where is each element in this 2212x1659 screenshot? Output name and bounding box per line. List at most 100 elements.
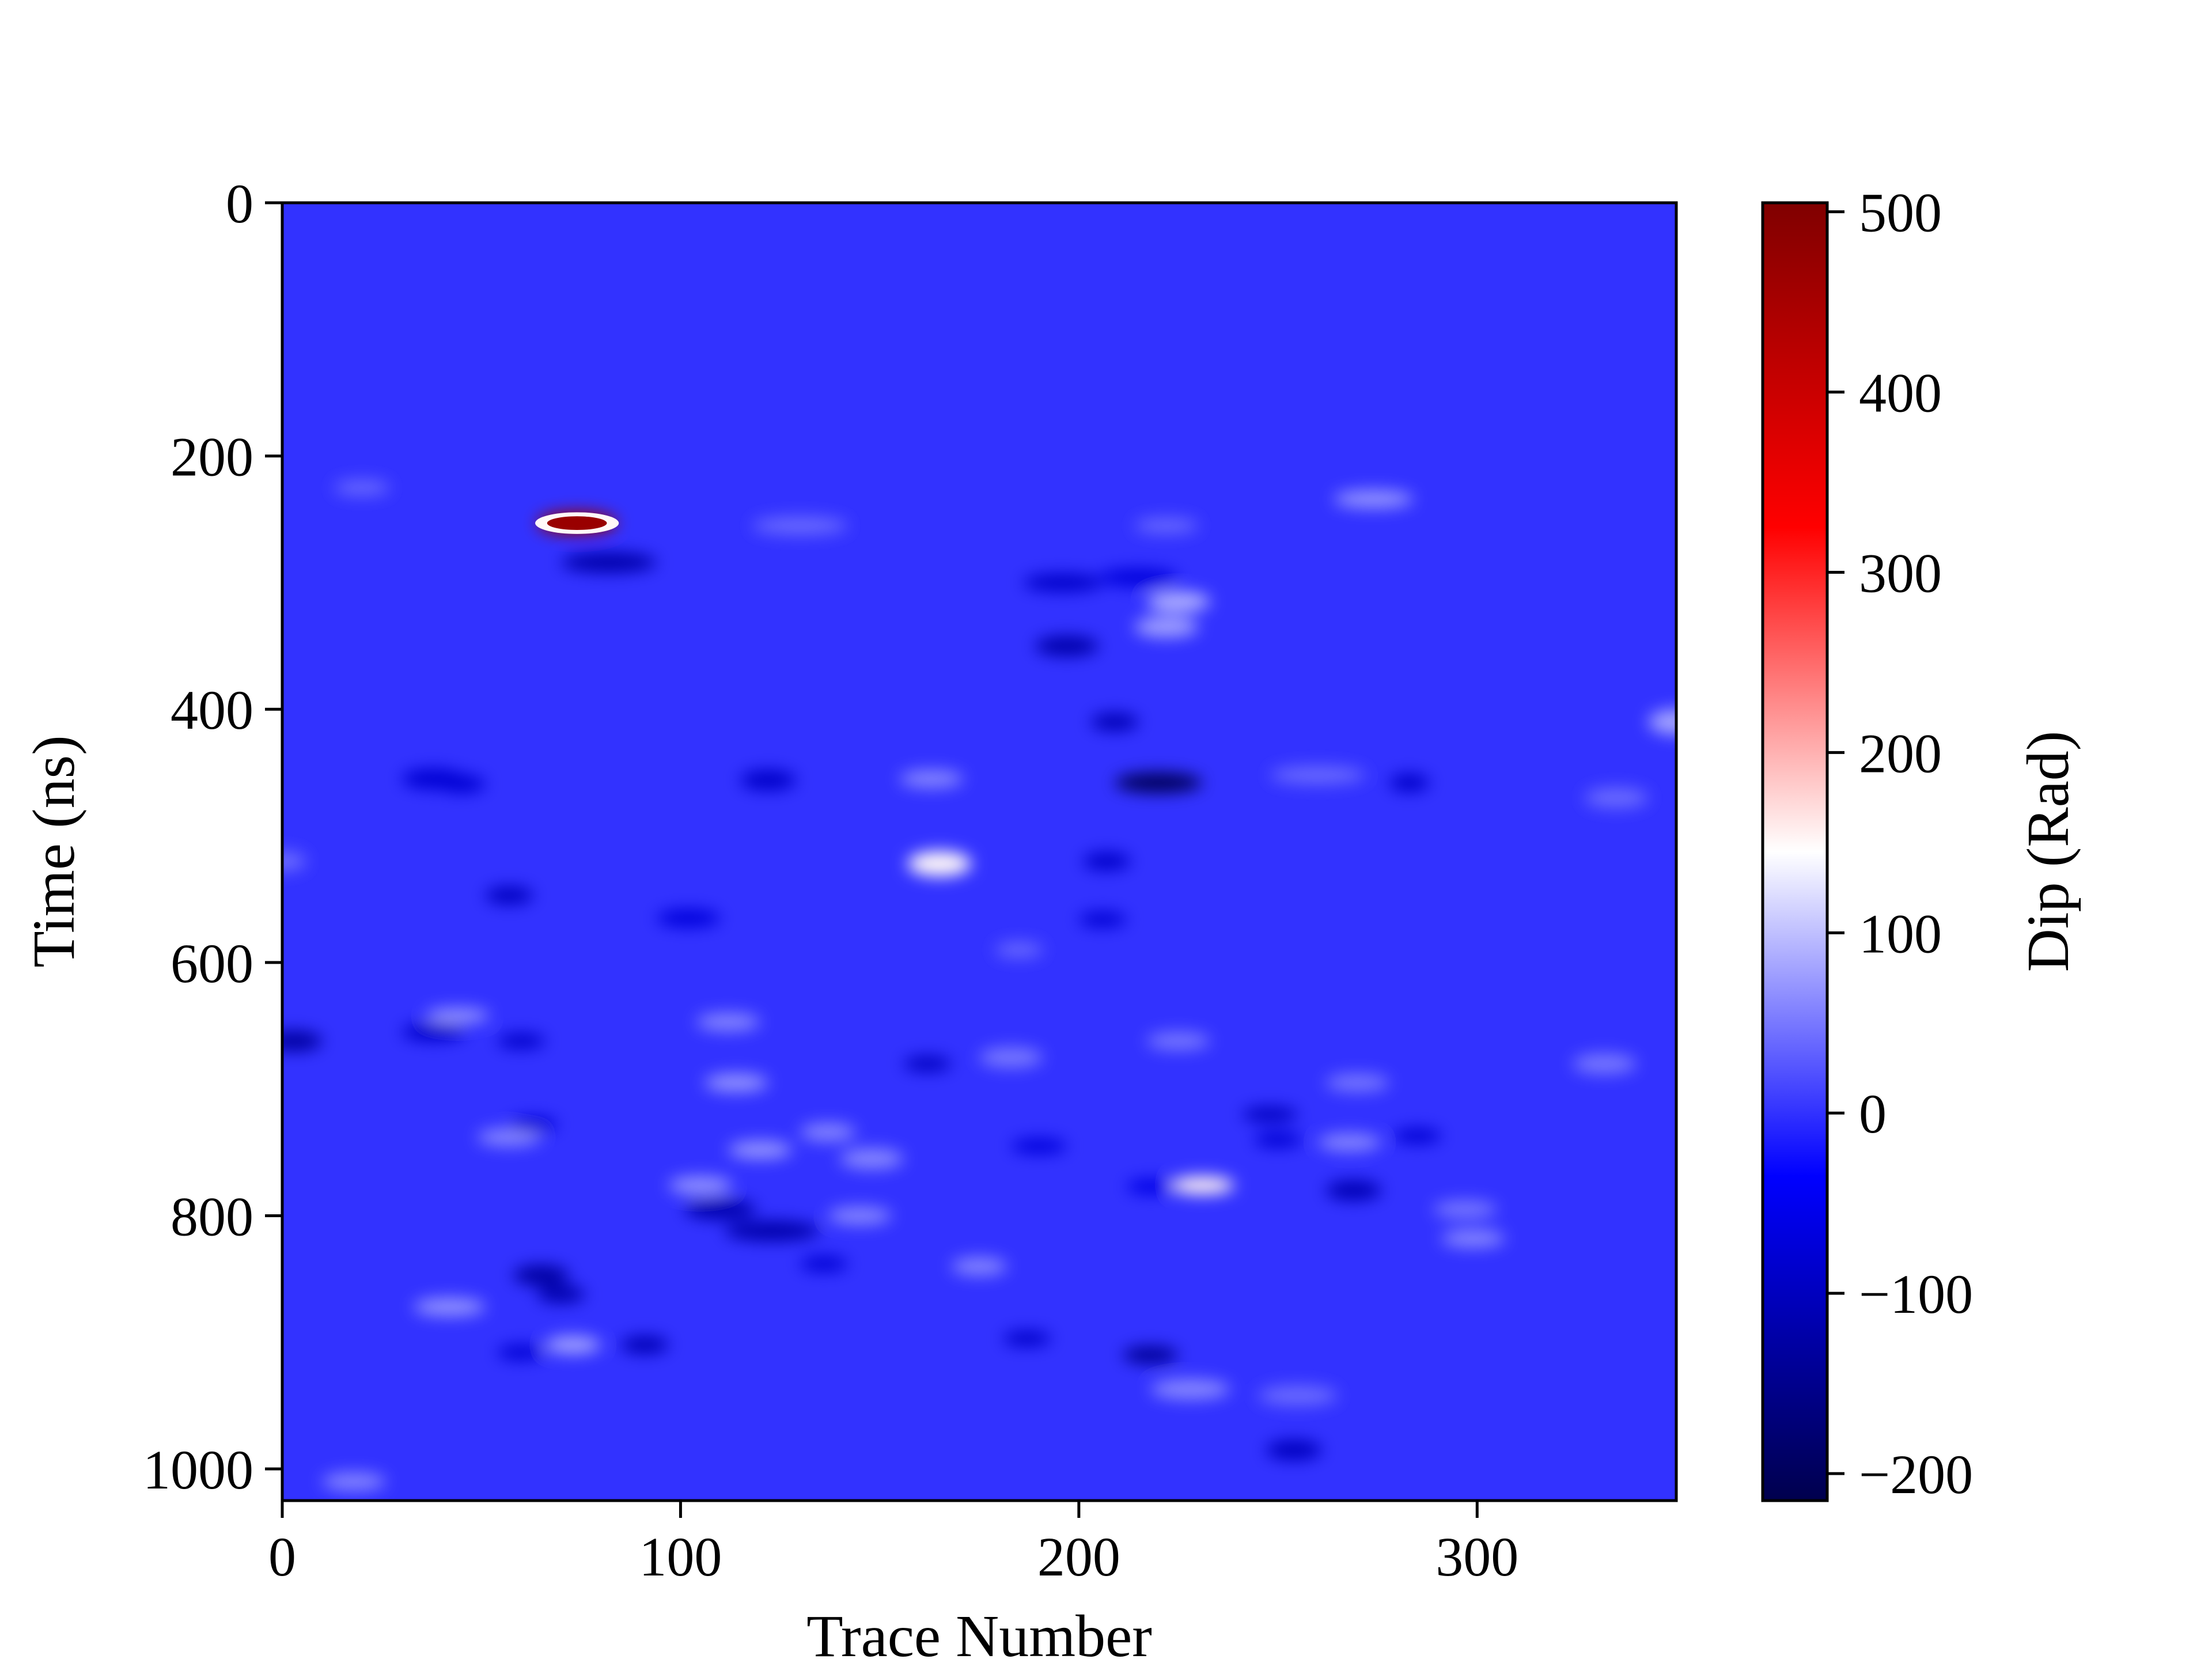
heatmap-feature xyxy=(1134,518,1199,533)
heatmap-features xyxy=(282,480,1676,1491)
y-tick-label: 200 xyxy=(171,426,253,488)
heatmap-feature xyxy=(1648,709,1676,735)
heatmap-feature xyxy=(704,1074,768,1092)
heatmap-feature xyxy=(1254,1132,1302,1147)
colorbar-tick-label: 500 xyxy=(1859,182,1942,244)
heatmap-feature xyxy=(509,1116,558,1132)
heatmap-feature xyxy=(1011,1138,1067,1154)
heatmap-feature xyxy=(1099,569,1179,587)
heatmap-feature xyxy=(620,1336,669,1354)
colorbar: 500 400 300 200 100 0 −100 −200 Dip (Rad) xyxy=(1761,182,2081,1505)
heatmap-feature xyxy=(1258,1385,1338,1406)
colorbar-tick-label: 400 xyxy=(1859,362,1942,424)
heatmap-feature xyxy=(1146,1032,1211,1050)
heatmap-feature xyxy=(1122,1346,1179,1364)
colorbar-tick-label: 0 xyxy=(1859,1083,1887,1145)
heatmap-feature xyxy=(1146,591,1211,612)
heatmap-feature xyxy=(656,909,721,927)
colorbar-ticks: 500 400 300 200 100 0 −100 −200 xyxy=(1827,182,1973,1505)
heatmap-feature xyxy=(979,1047,1043,1068)
colorbar-tick-label: −200 xyxy=(1859,1444,1973,1505)
heatmap-feature xyxy=(724,1221,820,1241)
heatmap-area xyxy=(282,203,1676,1501)
heatmap-feature xyxy=(437,775,486,793)
heatmap-feature xyxy=(282,1031,323,1051)
heatmap-feature xyxy=(995,942,1043,958)
heatmap-feature xyxy=(1389,774,1430,792)
heatmap-feature xyxy=(322,1472,386,1491)
heatmap-feature xyxy=(828,1207,892,1225)
heatmap-feature xyxy=(800,1123,856,1141)
colorbar-tick-label: 100 xyxy=(1859,903,1942,964)
y-axis-title: Time (ns) xyxy=(21,735,87,968)
y-tick-label: 0 xyxy=(226,173,253,234)
heatmap-feature xyxy=(1334,490,1414,508)
colorbar-tick-label: 300 xyxy=(1859,542,1942,604)
heatmap-feature xyxy=(800,1256,848,1272)
colorbar-tick-label: −100 xyxy=(1859,1263,1973,1325)
colorbar-title: Dip (Rad) xyxy=(2015,731,2081,972)
heatmap-feature xyxy=(513,1265,569,1286)
heatmap-feature-core xyxy=(547,516,607,530)
plot-frame xyxy=(281,201,1678,1502)
heatmap-feature xyxy=(1023,574,1103,592)
x-tick-label: 300 xyxy=(1435,1526,1518,1588)
x-tick-label: 200 xyxy=(1037,1526,1120,1588)
heatmap-feature xyxy=(561,552,657,573)
heatmap-feature xyxy=(1082,852,1131,870)
heatmap-feature xyxy=(1325,1074,1390,1092)
heatmap-feature xyxy=(497,1344,546,1361)
heatmap-feature xyxy=(537,1285,585,1304)
heatmap-feature xyxy=(545,1336,601,1354)
heatmap-feature xyxy=(1003,1331,1051,1346)
heatmap-feature xyxy=(1584,787,1649,808)
heatmap-feature xyxy=(1126,1179,1175,1195)
heatmap-feature xyxy=(334,480,390,495)
heatmap-feature xyxy=(1317,1133,1382,1152)
heatmap-feature xyxy=(477,1128,541,1146)
heatmap-feature xyxy=(1325,1180,1382,1201)
heatmap-feature xyxy=(1078,911,1127,927)
heatmap-feature xyxy=(696,1013,760,1031)
heatmap-feature xyxy=(907,851,972,877)
x-axis: 0 100 200 300 xyxy=(268,1501,1518,1588)
heatmap-feature xyxy=(1035,635,1099,656)
heatmap-feature xyxy=(485,886,533,904)
heatmap-feature xyxy=(1573,1054,1637,1074)
heatmap-background xyxy=(282,203,1676,1501)
heatmap-feature xyxy=(1115,772,1203,793)
x-axis-title: Trace Number xyxy=(806,1603,1152,1659)
heatmap-feature xyxy=(752,517,848,535)
heatmap-feature xyxy=(728,1141,793,1159)
heatmap-feature xyxy=(903,1056,952,1071)
colorbar-tick-label: 200 xyxy=(1859,722,1942,784)
heatmap-feature xyxy=(684,1199,756,1220)
y-tick-label: 600 xyxy=(171,933,253,994)
heatmap-feature xyxy=(1134,616,1199,637)
x-tick-label: 0 xyxy=(268,1526,296,1588)
heatmap-feature xyxy=(840,1148,904,1169)
x-tick-label: 100 xyxy=(639,1526,722,1588)
heatmap-feature xyxy=(1441,1229,1505,1248)
heatmap-feature xyxy=(1170,1176,1234,1195)
heatmap-feature xyxy=(1393,1128,1442,1144)
y-tick-label: 800 xyxy=(171,1185,253,1247)
heatmap-feature xyxy=(1090,713,1139,731)
heatmap-feature xyxy=(1150,1378,1230,1400)
heatmap-feature xyxy=(1266,1440,1322,1460)
colorbar-gradient xyxy=(1761,201,1829,1502)
heatmap-feature xyxy=(1270,766,1366,784)
y-tick-label: 1000 xyxy=(143,1439,253,1501)
y-tick-label: 400 xyxy=(171,679,253,741)
heatmap-feature xyxy=(402,1023,466,1041)
heatmap-feature xyxy=(740,770,796,790)
heatmap-feature xyxy=(282,851,306,872)
heatmap-feature xyxy=(1242,1107,1298,1122)
heatmap-feature xyxy=(497,1033,546,1049)
y-axis: 0 200 400 600 800 1000 xyxy=(143,173,282,1501)
heatmap-feature xyxy=(1433,1200,1497,1218)
heatmap-feature xyxy=(951,1257,1007,1275)
heatmap-feature xyxy=(899,770,964,788)
heatmap-feature xyxy=(425,1007,490,1024)
